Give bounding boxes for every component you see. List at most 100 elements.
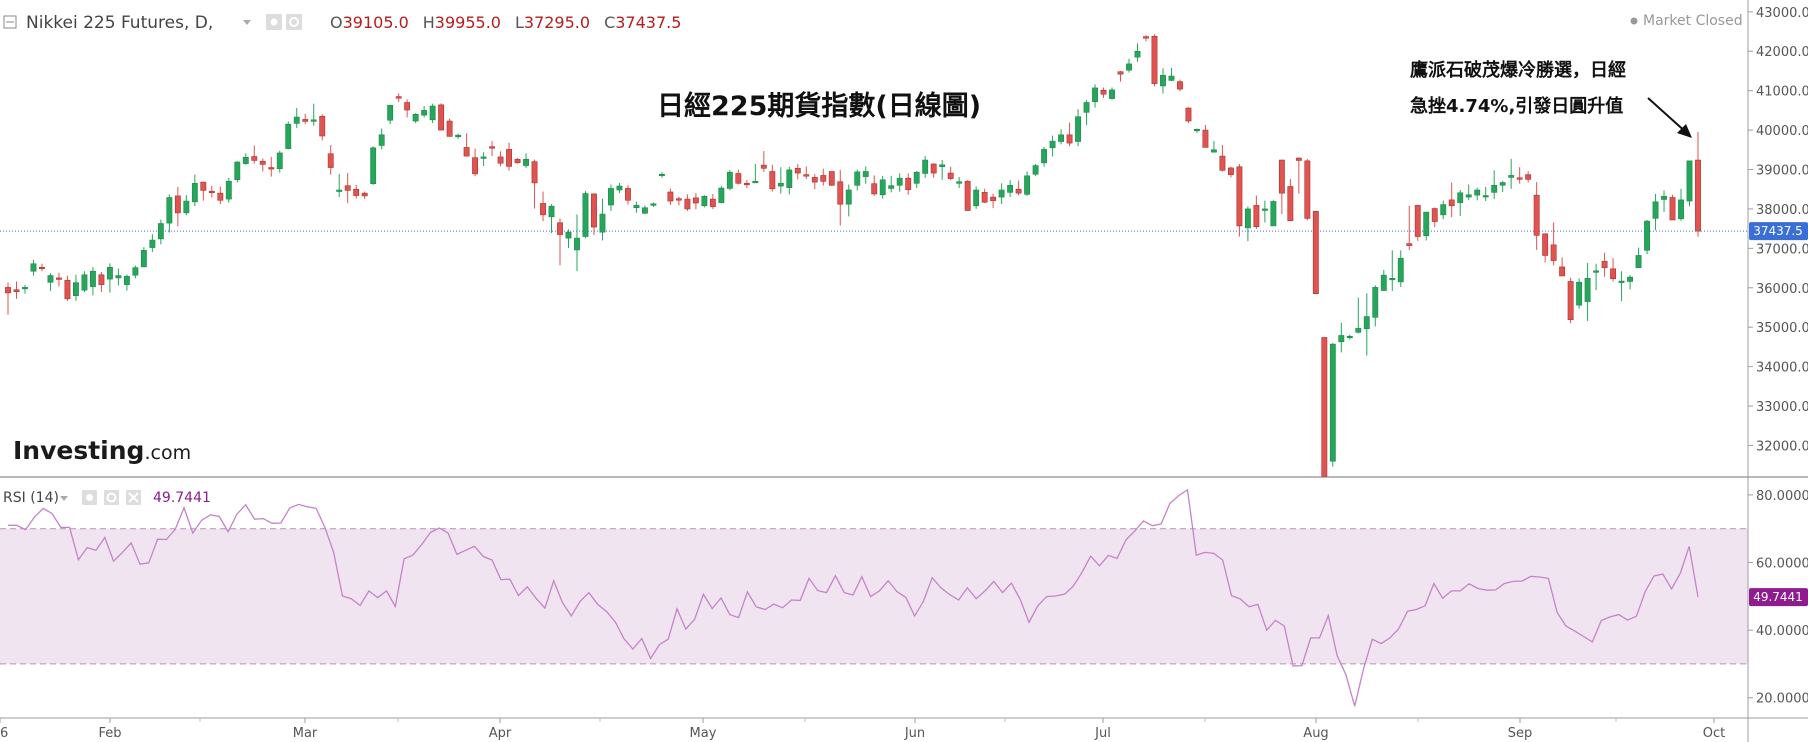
candle: [1618, 271, 1625, 302]
candle-body: [930, 163, 937, 174]
candle: [1177, 79, 1183, 92]
candle: [1312, 210, 1319, 295]
candle: [1567, 277, 1574, 324]
candle-body: [1457, 192, 1464, 203]
candle-body: [174, 195, 181, 214]
candle-body: [22, 287, 28, 290]
rsi-axis-label: 20.0000: [1756, 692, 1808, 707]
candle-body: [625, 188, 631, 201]
candle-body: [1143, 36, 1149, 39]
candle-body: [1168, 75, 1175, 81]
candle: [820, 168, 827, 186]
investing-logo: Investing.com: [13, 436, 191, 465]
rsi-band: [0, 528, 1748, 664]
candle-body: [531, 161, 538, 184]
candle-body: [1304, 160, 1311, 219]
candle: [22, 285, 28, 294]
candle: [1406, 205, 1413, 250]
candle: [1329, 342, 1336, 467]
candle: [1508, 158, 1515, 189]
candle: [514, 158, 521, 164]
candle: [157, 219, 164, 245]
candle: [837, 169, 844, 226]
symbol-dropdown-icon[interactable]: [243, 20, 251, 25]
candle: [871, 175, 878, 196]
candle-body: [752, 181, 759, 184]
candle-body: [523, 158, 529, 166]
candle: [531, 159, 538, 209]
candle: [1414, 204, 1421, 241]
candle-body: [1083, 102, 1090, 113]
candle: [89, 267, 96, 296]
price-pane[interactable]: [0, 34, 1748, 478]
price-axis[interactable]: 32000.0 33000.0 34000.0 35000.0 36000.0 37000…: [1748, 6, 1808, 455]
candle: [489, 141, 496, 157]
candle: [658, 172, 665, 178]
candle: [251, 145, 258, 164]
candle: [208, 185, 215, 198]
candle-body: [302, 119, 309, 122]
candle: [166, 194, 173, 233]
rsi-pane[interactable]: [0, 488, 1748, 707]
candle: [327, 145, 334, 175]
candle: [106, 263, 113, 293]
candle-body: [47, 275, 54, 283]
candle-body: [208, 190, 215, 193]
candle-body: [777, 183, 784, 187]
rsi-settings-icon[interactable]: [104, 490, 119, 505]
symbol-title[interactable]: Nikkei 225 Futures, D,: [26, 13, 213, 33]
candle-body: [1491, 184, 1498, 193]
candle-body: [327, 153, 334, 168]
time-axis-label: Mar: [293, 726, 318, 741]
annotation-note-line2: 急挫4.74%,引發日圓升值: [1410, 95, 1623, 117]
chart-header: Nikkei 225 Futures, D, O39105.0 H39955.0 L…: [3, 13, 1743, 33]
candle: [200, 181, 207, 201]
candle-body: [1109, 89, 1115, 99]
candle: [879, 175, 886, 199]
candle-body: [1261, 208, 1268, 211]
rsi-axis[interactable]: 20.0000 40.0000 60.0000 80.0000: [1748, 489, 1808, 707]
candle-body: [1516, 177, 1523, 180]
rsi-dropdown-icon[interactable]: [60, 496, 68, 501]
time-axis-label: Oct: [1703, 726, 1725, 741]
settings-icon[interactable]: [286, 14, 302, 30]
visibility-icon-dot: [270, 18, 278, 26]
candle-body: [378, 134, 385, 146]
candle-body: [947, 172, 954, 179]
candle: [862, 166, 869, 184]
candle: [1372, 285, 1379, 327]
candle: [310, 103, 317, 126]
candle: [1423, 211, 1430, 241]
candle-body: [803, 174, 810, 177]
collapse-icon[interactable]: [3, 15, 17, 29]
time-axis[interactable]: 6 Feb Mar Apr May Jun Jul Aug Sep Oct: [0, 718, 1725, 741]
candle-body: [344, 185, 351, 191]
candle-body: [650, 203, 657, 206]
price-axis-label: 41000.0: [1756, 85, 1808, 100]
price-axis-label: 36000.0: [1756, 282, 1808, 297]
candle: [1533, 182, 1540, 250]
candle-body: [922, 159, 929, 174]
candle: [370, 146, 377, 185]
candle-body: [489, 146, 496, 149]
candle-body: [123, 276, 130, 285]
candle-body: [1618, 280, 1625, 283]
candle: [922, 156, 929, 178]
candle: [803, 166, 810, 179]
candle: [1032, 163, 1039, 177]
rsi-title[interactable]: RSI (14): [3, 490, 59, 506]
candle-body: [1431, 208, 1438, 222]
candle: [777, 167, 784, 194]
candle: [242, 153, 249, 165]
candle-body: [973, 189, 980, 207]
candle: [39, 263, 45, 272]
candle-body: [582, 193, 589, 237]
close-label: C: [604, 13, 615, 32]
candle: [319, 114, 326, 141]
candle-body: [225, 181, 232, 200]
candle-body: [183, 200, 190, 214]
candle-body: [913, 171, 920, 184]
candle: [455, 133, 462, 139]
candle: [1380, 270, 1387, 291]
